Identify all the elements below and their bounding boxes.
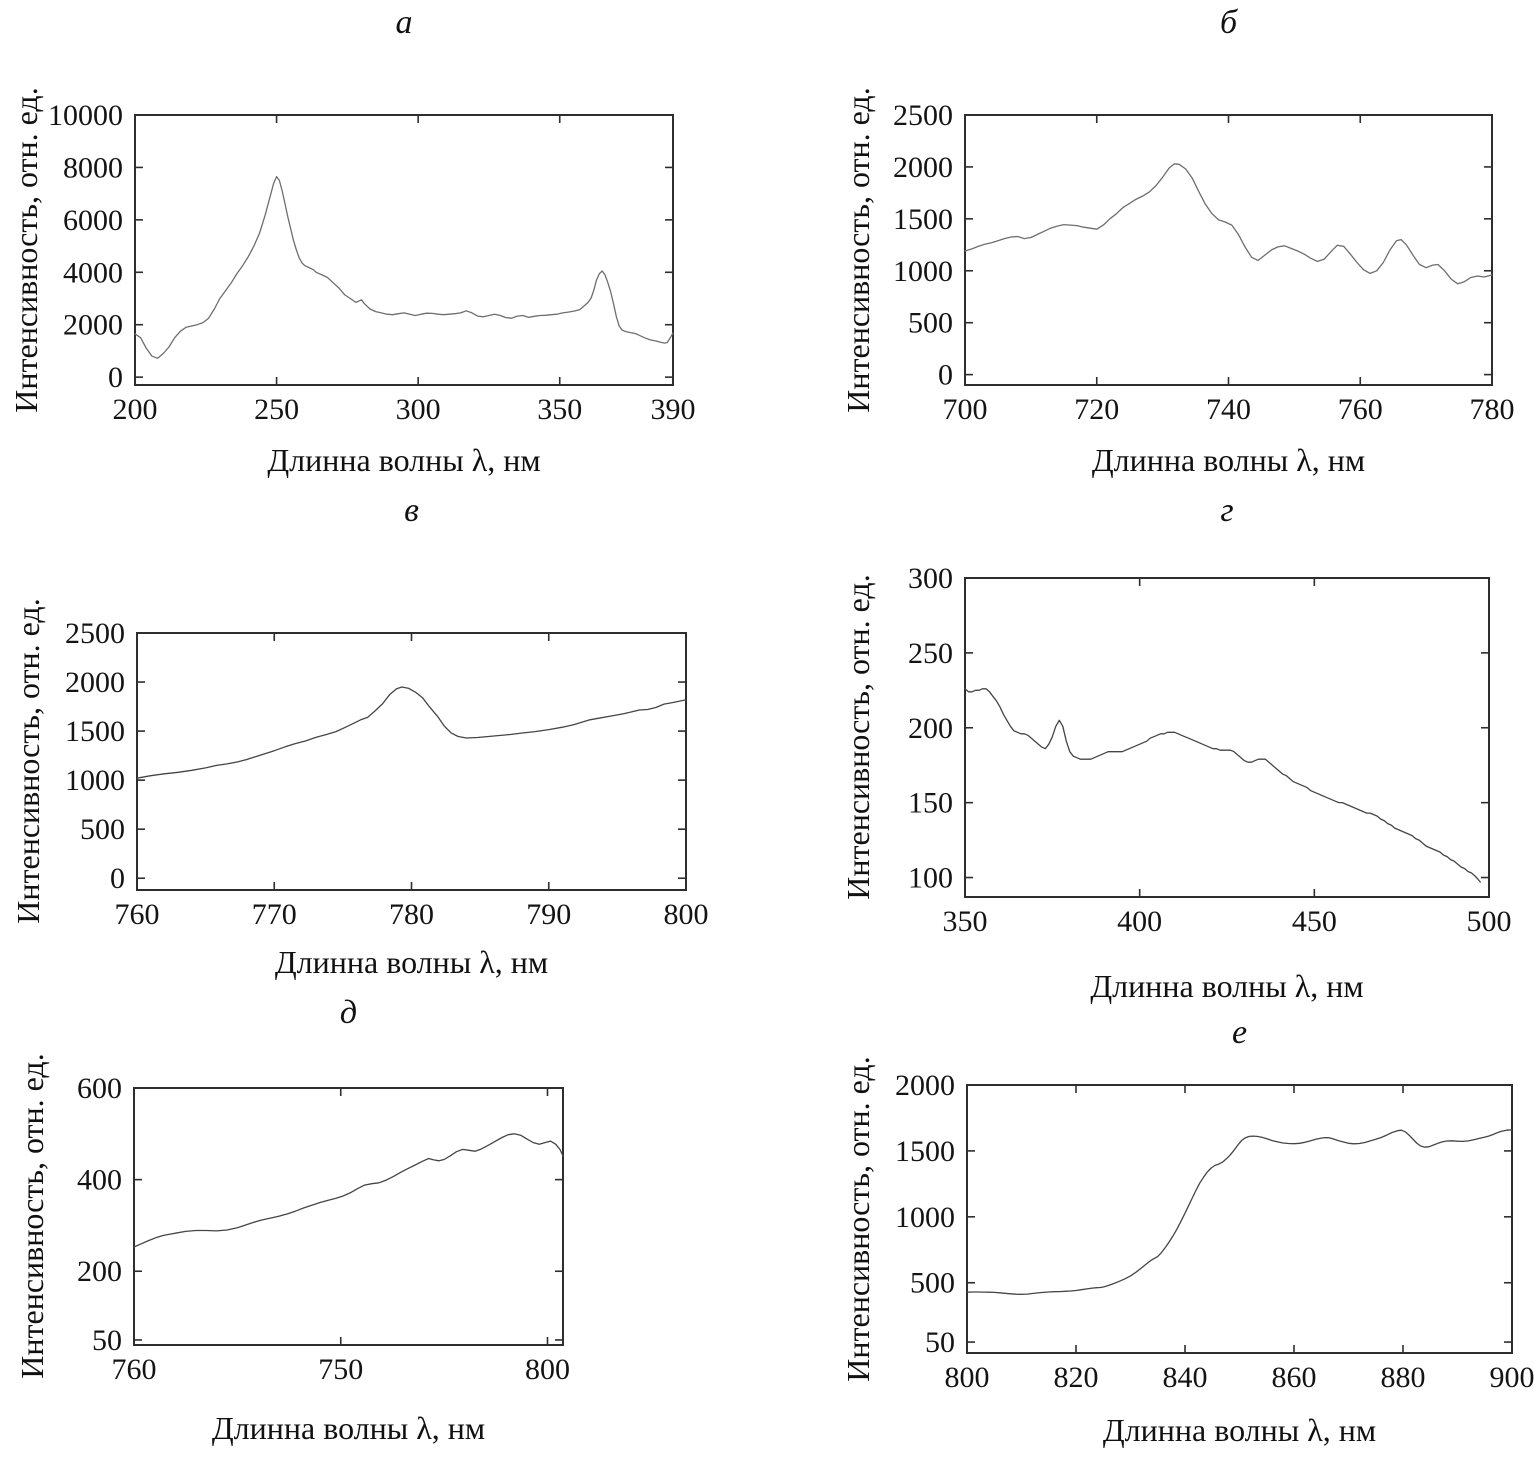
- panel-a-ytick: 10000: [48, 99, 123, 132]
- panel-d-xlabel: Длинна волны λ, нм: [211, 1410, 486, 1446]
- panel-e-ytick: 50: [925, 1326, 955, 1359]
- panel-a-plot: 200 250 300 350 390 0 2000 4000 6000 8000 10000: [48, 99, 696, 426]
- panel-b-xlabel: Длинна волны λ, нм: [1091, 442, 1366, 478]
- panel-g-spectrum-line: [964, 688, 1481, 883]
- panel-e-ytick: 1000: [895, 1201, 955, 1234]
- panel-a-ytick: 4000: [63, 256, 123, 289]
- panel-v-ytick: 1500: [65, 715, 125, 748]
- panel-g-xlabel: Длинна волны λ, нм: [1090, 968, 1364, 1004]
- panel-e-plot: 800 820 840 860 880 900 50 500 1000 1500 2000: [895, 1069, 1535, 1394]
- panel-e-ytick: 2000: [895, 1069, 955, 1102]
- panel-g-xtick: 450: [1292, 905, 1337, 938]
- panel-a-xtick: 390: [651, 393, 696, 426]
- panel-e-ytick: 1500: [895, 1135, 955, 1168]
- panel-e-xtick: 800: [945, 1361, 990, 1394]
- panel-g-plot: 350 400 450 500 100 150 200 250 300: [908, 562, 1512, 938]
- panel-d-ytick: 50: [92, 1324, 122, 1357]
- panel-d-plot: 760 750 800 50 200 400 600: [77, 1072, 570, 1386]
- panel-v-plot: 760 770 780 790 800 0 500 1000 1500 2000 2500: [65, 617, 709, 931]
- panel-v-title: в: [404, 492, 419, 529]
- panel-b-ytick: 1500: [893, 203, 953, 236]
- panel-v-xtick: 760: [115, 898, 160, 931]
- panel-d-xtick: 750: [318, 1353, 363, 1386]
- panel-e-spectrum-line: [966, 1129, 1513, 1295]
- panel-b-plot: 700 720 740 760 780 0 500 1000 1500 2000 2500: [893, 99, 1515, 426]
- panel-a-title: а: [395, 4, 413, 41]
- panel-d-title: д: [339, 994, 358, 1031]
- panel-a-xtick: 300: [396, 393, 441, 426]
- panel-v-ytick: 1000: [65, 764, 125, 797]
- panel-e-xtick: 880: [1381, 1361, 1426, 1394]
- panel-a-xlabel: Длинна волны λ, нм: [267, 442, 541, 478]
- panel-v-xtick: 770: [252, 898, 297, 931]
- panel-a-xtick: 200: [113, 393, 158, 426]
- panel-g-xtick: 500: [1467, 905, 1512, 938]
- panel-e-title: е: [1231, 1014, 1248, 1051]
- panel-g-ytick: 100: [908, 862, 953, 895]
- panel-a-ytick: 8000: [63, 151, 123, 184]
- panel-v-xtick: 790: [526, 898, 571, 931]
- panel-b-xtick: 720: [1074, 393, 1119, 426]
- panel-b-xtick: 740: [1206, 393, 1251, 426]
- panel-e-ytick: 500: [910, 1267, 955, 1300]
- panel-e-xtick: 840: [1163, 1361, 1208, 1394]
- panel-a-ytick: 2000: [63, 309, 123, 342]
- panel-b-ytick: 2500: [893, 99, 953, 132]
- panel-b-spectrum-line: [964, 163, 1493, 285]
- panel-b-ytick: 500: [908, 307, 953, 340]
- panel-b-title: б: [1219, 4, 1238, 41]
- panel-v-xlabel: Длинна волны λ, нм: [274, 944, 549, 980]
- panel-v-xtick: 800: [664, 898, 709, 931]
- panel-b-ytick: 2000: [893, 151, 953, 184]
- panel-g-ytick: 250: [908, 637, 953, 670]
- panel-b-xtick: 760: [1338, 393, 1383, 426]
- panel-a-spectrum-line: [134, 175, 674, 359]
- panel-d-ytick: 400: [77, 1164, 122, 1197]
- panel-g-title: г: [1220, 492, 1234, 529]
- panel-d-xtick: 800: [525, 1353, 570, 1386]
- panel-e-xlabel: Длинна волны λ, нм: [1102, 1412, 1377, 1448]
- panel-g-ytick: 200: [908, 712, 953, 745]
- panel-v-ytick: 2500: [65, 617, 125, 650]
- panel-e-xtick: 820: [1054, 1361, 1099, 1394]
- panel-e-xtick: 900: [1490, 1361, 1535, 1394]
- panel-b-ytick: 1000: [893, 255, 953, 288]
- panel-g-ytick: 150: [908, 787, 953, 820]
- panel-a-xtick: 250: [254, 393, 299, 426]
- panel-v-ytick: 2000: [65, 666, 125, 699]
- panel-a-ytick: 0: [108, 361, 123, 394]
- panel-d-spectrum-line: [133, 1133, 564, 1248]
- panel-g-xtick: 400: [1117, 905, 1162, 938]
- panel-v-ytick: 0: [110, 862, 125, 895]
- panel-b-ytick: 0: [938, 359, 953, 392]
- panel-v-xtick: 780: [389, 898, 434, 931]
- panel-v-spectrum-line: [136, 686, 687, 779]
- panel-d-ytick: 200: [77, 1255, 122, 1288]
- panel-a-xtick: 350: [537, 393, 582, 426]
- panel-a-ytick: 6000: [63, 204, 123, 237]
- panel-d-ytick: 600: [77, 1072, 122, 1105]
- panel-b-xtick: 780: [1470, 393, 1515, 426]
- panel-d-xtick: 760: [112, 1353, 157, 1386]
- panel-g-ytick: 300: [908, 562, 953, 595]
- panel-b-xtick: 700: [943, 393, 988, 426]
- panel-v-ytick: 500: [80, 813, 125, 846]
- panel-e-xtick: 860: [1272, 1361, 1317, 1394]
- panel-g-xtick: 350: [943, 905, 988, 938]
